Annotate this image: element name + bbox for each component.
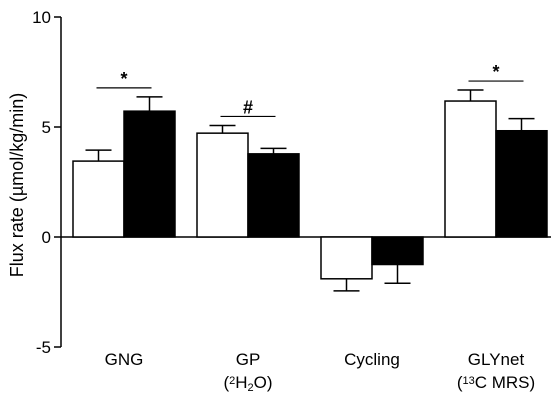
category-sublabel-part: H [235,373,247,392]
category-label: GP [236,350,261,369]
significance-symbol: * [492,62,499,82]
y-tick-label: 0 [42,228,51,247]
bars [72,100,548,280]
bar [247,153,300,238]
category-sublabel-part: 2 [229,375,235,387]
category-label: Cycling [344,350,400,369]
y-tick-label: -5 [36,338,51,357]
y-tick-label: 10 [32,8,51,27]
category-label: GNG [105,350,144,369]
bar [371,236,424,266]
category-sublabel: (13C MRS) [457,373,535,392]
category-labels: GNG GP(2H2O)Cycling GLYnet(13C MRS) [105,350,536,394]
category-sublabel-part: O) [254,373,273,392]
bar [72,160,125,238]
bar [123,110,176,238]
category-sublabel-part: ( [223,373,229,392]
category-label: GLYnet [468,350,525,369]
y-tick-label: 5 [42,118,51,137]
category-sublabel-part: ( [457,373,463,392]
significance-symbol: * [120,69,127,89]
significance-markers: * # * [96,62,524,117]
bar [444,100,497,238]
bar [196,132,249,238]
bar [495,129,548,238]
category-sublabel-part: 2 [248,382,254,394]
category-sublabel-part: 13 [462,375,474,387]
significance-symbol: # [243,97,253,117]
category-sublabel: (2H2O) [223,373,272,394]
y-axis-label: Flux rate (µmol/kg/min) [7,93,27,277]
error-bars [85,89,535,292]
bar [320,236,373,280]
category-sublabel-part: C MRS) [475,373,535,392]
